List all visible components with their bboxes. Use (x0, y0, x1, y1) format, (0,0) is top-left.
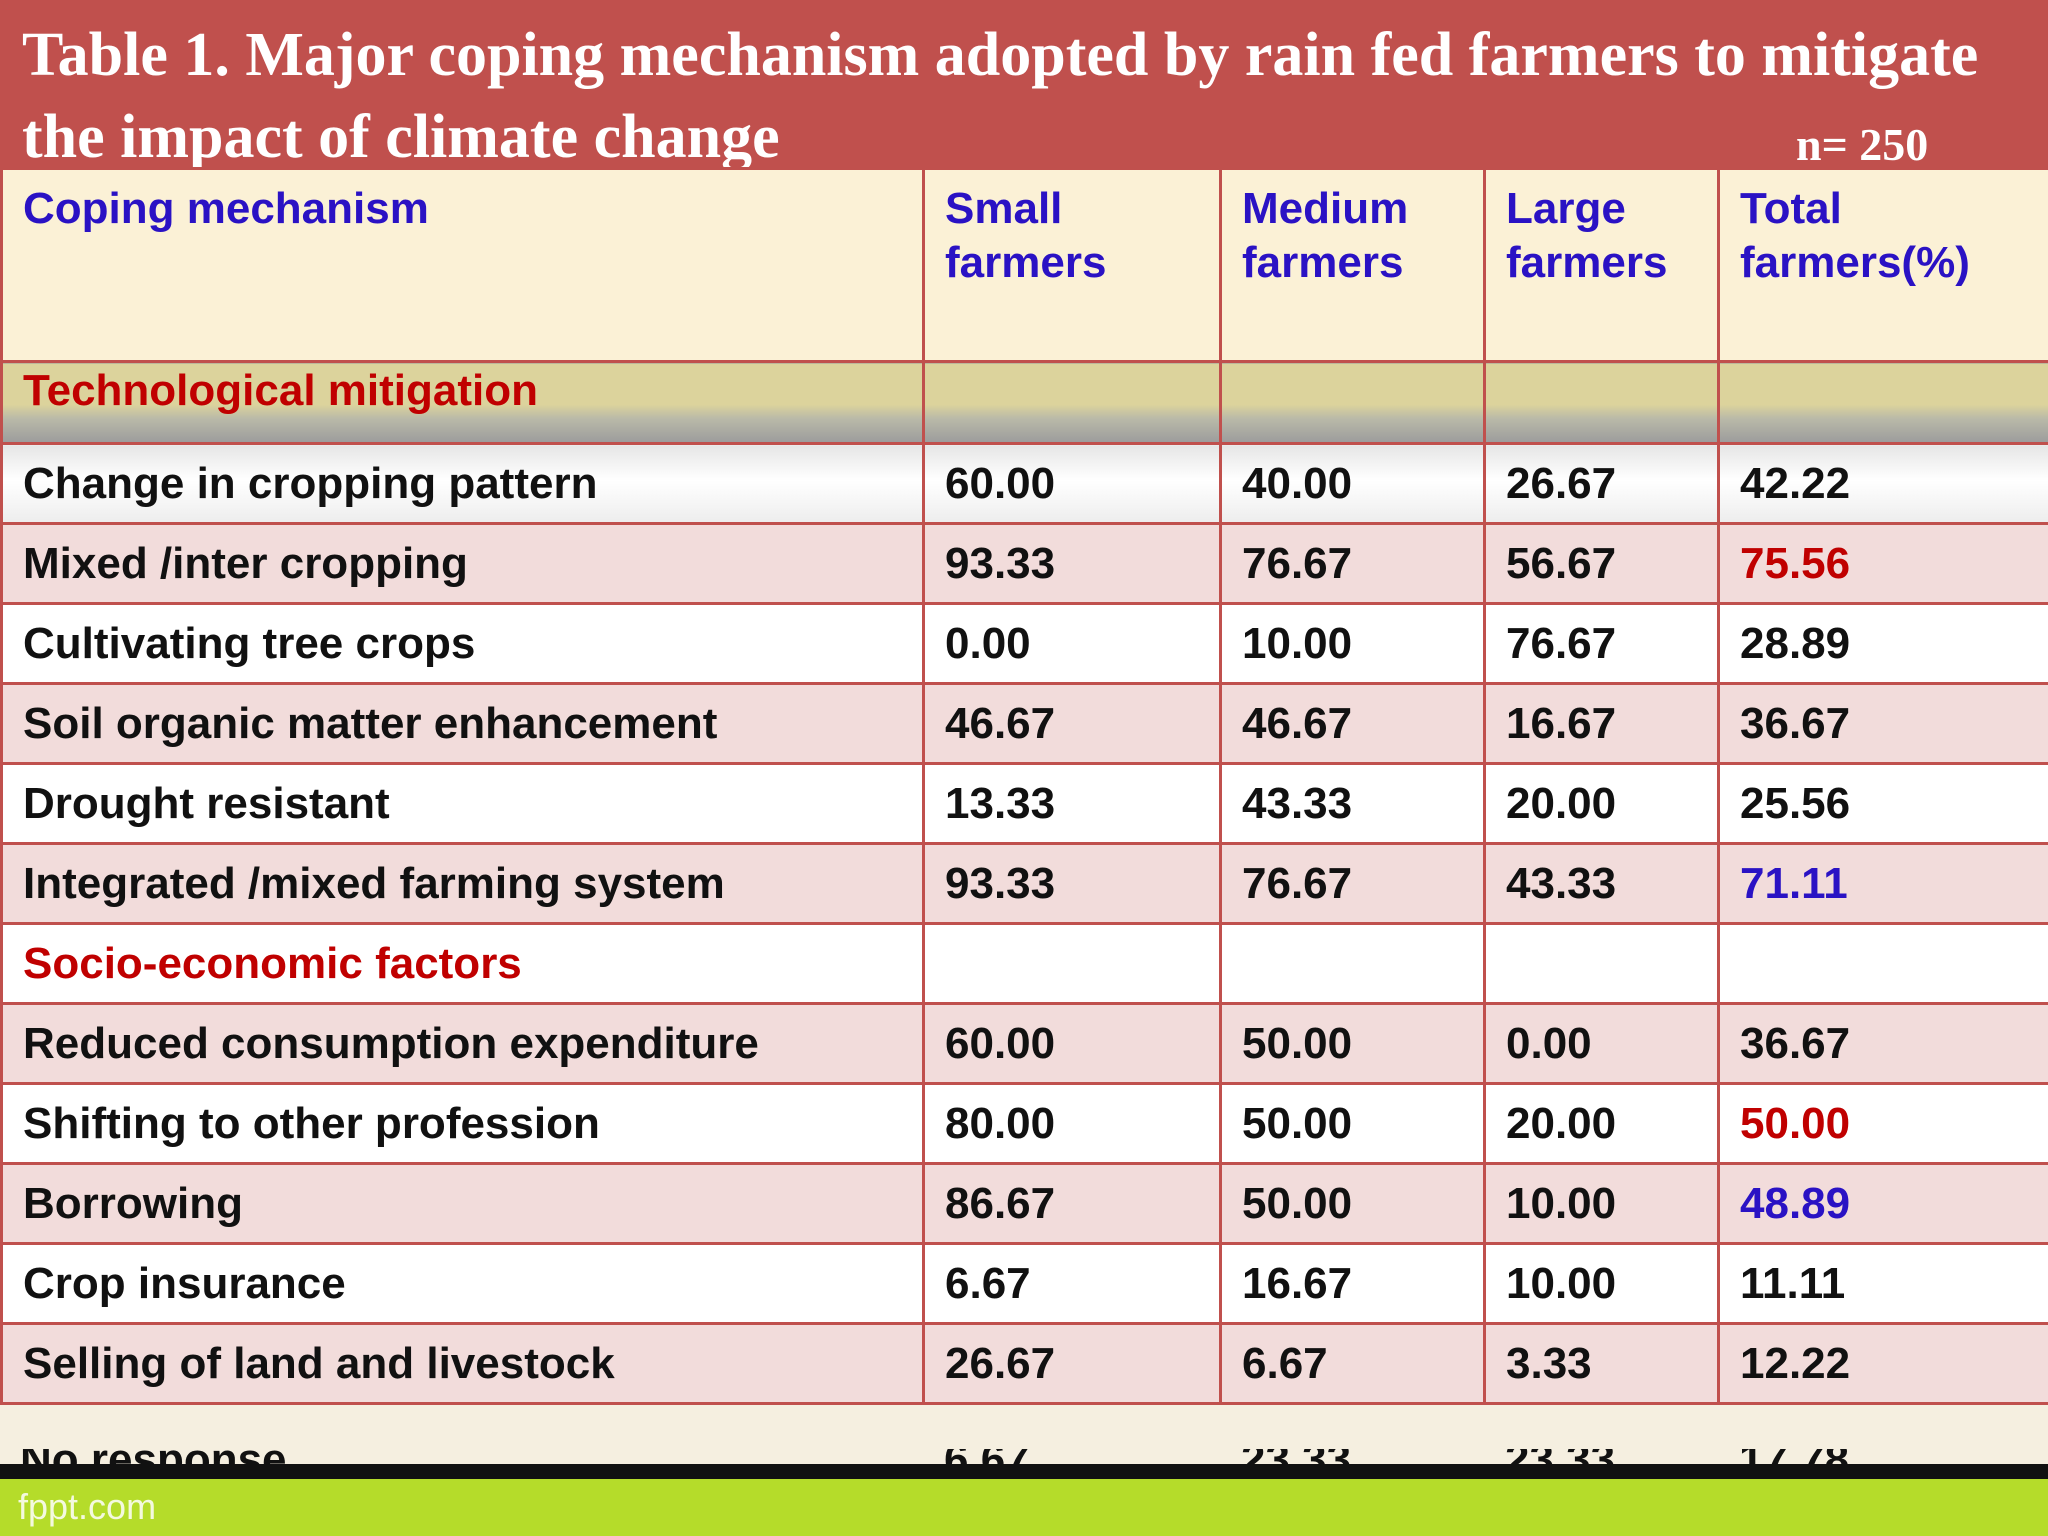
cell-total: 11.11 (1717, 1242, 2048, 1325)
empty-cell (922, 922, 1222, 1005)
table-row: Mixed /inter cropping 93.33 76.67 56.67 … (0, 522, 2048, 605)
cell-small: 60.00 (922, 1002, 1222, 1085)
table-row: Integrated /mixed farming system 93.33 7… (0, 842, 2048, 925)
title-band (0, 0, 2048, 167)
cell-large: 10.00 (1483, 1242, 1720, 1325)
cell-medium: 76.67 (1219, 522, 1486, 605)
header-medium-farmers: Medium farmers (1219, 167, 1486, 363)
row-label: Crop insurance (0, 1242, 925, 1325)
empty-cell (922, 360, 1222, 445)
table-row: Selling of land and livestock 26.67 6.67… (0, 1322, 2048, 1405)
cell-small: 93.33 (922, 522, 1222, 605)
cell-medium: 46.67 (1219, 682, 1486, 765)
cell-medium: 10.00 (1219, 602, 1486, 685)
cell-large: 3.33 (1483, 1322, 1720, 1405)
empty-cell (1483, 360, 1720, 445)
cell-medium: 43.33 (1219, 762, 1486, 845)
cell-medium: 50.00 (1219, 1082, 1486, 1165)
section-label-text: Technological mitigation (23, 365, 538, 415)
cell-small: 46.67 (922, 682, 1222, 765)
table-row: Reduced consumption expenditure 60.00 50… (0, 1002, 2048, 1085)
cell-total: 36.67 (1717, 682, 2048, 765)
table-header-row: Coping mechanism Small farmers Medium fa… (0, 167, 2048, 363)
empty-cell (1717, 922, 2048, 1005)
cell-large: 10.00 (1483, 1162, 1720, 1245)
footer-divider (0, 1464, 2048, 1479)
coping-mechanism-table: Coping mechanism Small farmers Medium fa… (0, 167, 2048, 1405)
table-row: Change in cropping pattern 60.00 40.00 2… (0, 442, 2048, 525)
table-row: Drought resistant 13.33 43.33 20.00 25.5… (0, 762, 2048, 845)
cell-medium: 50.00 (1219, 1162, 1486, 1245)
cell-large: 20.00 (1483, 1082, 1720, 1165)
row-label: Reduced consumption expenditure (0, 1002, 925, 1085)
cell-large: 56.67 (1483, 522, 1720, 605)
empty-cell (1717, 360, 2048, 445)
row-label: Shifting to other profession (0, 1082, 925, 1165)
cell-small: 13.33 (922, 762, 1222, 845)
cell-small: 93.33 (922, 842, 1222, 925)
cell-small: 0.00 (922, 602, 1222, 685)
row-label: Change in cropping pattern (0, 442, 925, 525)
cell-medium: 6.67 (1219, 1322, 1486, 1405)
table-row: Shifting to other profession 80.00 50.00… (0, 1082, 2048, 1165)
table-row: Crop insurance 6.67 16.67 10.00 11.11 (0, 1242, 2048, 1325)
row-label: Mixed /inter cropping (0, 522, 925, 605)
cell-medium: 50.00 (1219, 1002, 1486, 1085)
table-row: Borrowing 86.67 50.00 10.00 48.89 (0, 1162, 2048, 1245)
cell-large: 16.67 (1483, 682, 1720, 765)
cell-total-highlight: 48.89 (1717, 1162, 2048, 1245)
cell-large: 26.67 (1483, 442, 1720, 525)
cell-large: 0.00 (1483, 1002, 1720, 1085)
cell-small: 60.00 (922, 442, 1222, 525)
brand-watermark: fppt.com (18, 1486, 157, 1527)
row-label: Integrated /mixed farming system (0, 842, 925, 925)
cell-small: 26.67 (922, 1322, 1222, 1405)
header-small-farmers: Small farmers (922, 167, 1222, 363)
table-row: Cultivating tree crops 0.00 10.00 76.67 … (0, 602, 2048, 685)
cell-large: 76.67 (1483, 602, 1720, 685)
row-label: Cultivating tree crops (0, 602, 925, 685)
empty-cell (1219, 360, 1486, 445)
section-row-socio-economic: Socio-economic factors (0, 922, 2048, 1005)
cell-total-highlight: 75.56 (1717, 522, 2048, 605)
cell-small: 80.00 (922, 1082, 1222, 1165)
row-label: Selling of land and livestock (0, 1322, 925, 1405)
sample-size-label: n= 250 (1796, 119, 1929, 170)
section-row-technological: Technological mitigation (0, 360, 2048, 445)
header-total-farmers: Total farmers(%) (1717, 167, 2048, 363)
section-label: Technological mitigation (0, 360, 925, 445)
row-label: Drought resistant (0, 762, 925, 845)
cell-large: 43.33 (1483, 842, 1720, 925)
cell-large: 20.00 (1483, 762, 1720, 845)
cell-small: 86.67 (922, 1162, 1222, 1245)
cell-medium: 16.67 (1219, 1242, 1486, 1325)
cell-total: 12.22 (1717, 1322, 2048, 1405)
page-title: Table 1. Major coping mechanism adopted … (22, 21, 1979, 167)
section-label: Socio-economic factors (0, 922, 925, 1005)
header-coping-mechanism: Coping mechanism (0, 167, 925, 363)
cell-small: 6.67 (922, 1242, 1222, 1325)
empty-cell (1483, 922, 1720, 1005)
cell-total: 42.22 (1717, 442, 2048, 525)
table-row: Soil organic matter enhancement 46.67 46… (0, 682, 2048, 765)
footer-bar (0, 1479, 2048, 1536)
empty-cell (1219, 922, 1486, 1005)
cell-total: 36.67 (1717, 1002, 2048, 1085)
cell-medium: 40.00 (1219, 442, 1486, 525)
row-label: Soil organic matter enhancement (0, 682, 925, 765)
cell-total: 28.89 (1717, 602, 2048, 685)
cell-total-highlight: 50.00 (1717, 1082, 2048, 1165)
cell-total: 25.56 (1717, 762, 2048, 845)
header-large-farmers: Large farmers (1483, 167, 1720, 363)
row-label: Borrowing (0, 1162, 925, 1245)
cell-total-highlight: 71.11 (1717, 842, 2048, 925)
cell-medium: 76.67 (1219, 842, 1486, 925)
